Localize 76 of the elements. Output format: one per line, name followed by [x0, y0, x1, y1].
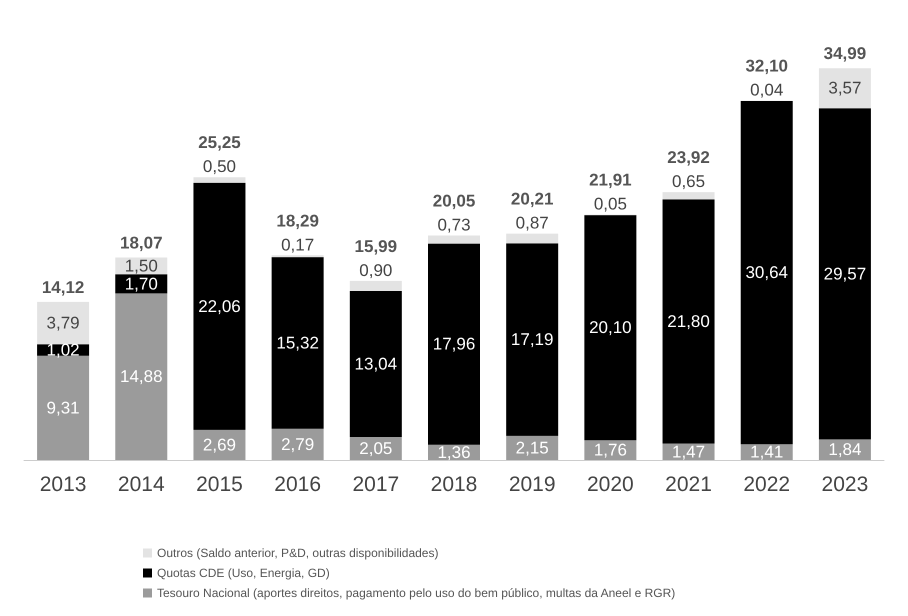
data-label: 13,04	[354, 354, 398, 374]
bar	[193, 177, 246, 183]
bar	[584, 215, 636, 440]
total-label: 15,99	[354, 236, 398, 256]
data-label: 17,19	[510, 330, 554, 350]
x-tick-label: 2014	[118, 473, 165, 496]
data-label: 0,17	[281, 235, 314, 254]
x-tick-label: 2015	[196, 473, 243, 496]
total-label: 20,21	[510, 190, 554, 209]
data-label: 2,79	[281, 434, 314, 454]
x-tick-label: 2020	[587, 473, 634, 496]
bar	[818, 68, 871, 108]
bar	[740, 101, 793, 444]
bar	[193, 182, 246, 430]
bar	[428, 235, 480, 244]
x-tick-label: 2022	[743, 473, 790, 496]
x-tick-label: 2013	[40, 473, 86, 496]
bar	[37, 302, 90, 344]
x-tick-label: 2019	[508, 473, 556, 496]
legend-label: Quotas CDE (Uso, Energia, GD)	[157, 566, 330, 580]
data-label: 1,84	[828, 440, 862, 460]
bar	[350, 290, 402, 438]
bar	[272, 428, 324, 460]
data-label: 0,50	[202, 157, 236, 176]
data-label: 14,88	[120, 367, 163, 386]
bar	[350, 280, 402, 291]
total-label: 23,92	[667, 148, 710, 168]
data-label: 1,41	[750, 442, 784, 462]
x-tick-label: 2017	[352, 473, 400, 496]
data-label: 22,06	[198, 296, 241, 316]
x-tick-label: 2021	[665, 473, 712, 496]
data-label: 15,32	[276, 333, 319, 352]
data-label: 20,10	[589, 318, 632, 338]
data-label: 1,50	[124, 256, 158, 276]
data-label: 0,65	[672, 172, 706, 192]
total-label: 34,99	[824, 44, 866, 64]
bar	[662, 199, 715, 444]
data-label: 0,04	[750, 80, 784, 100]
x-tick-label: 2016	[274, 473, 321, 496]
data-label: 3,57	[828, 78, 862, 98]
total-label: 18,29	[276, 211, 319, 230]
legend-label: Outros (Saldo anterior, P&D, outras disponibilidades)	[157, 546, 438, 560]
data-label: 0,73	[437, 215, 471, 234]
data-label: 0,87	[516, 214, 549, 233]
x-tick-label: 2018	[430, 473, 478, 496]
total-label: 18,07	[120, 234, 163, 253]
x-tick-label: 2023	[822, 473, 868, 496]
legend-label: Tesouro Nacional (aportes direitos, pagamento pelo uso do bem público, multas da Aneel e RGR)	[157, 586, 676, 600]
data-label: 1,47	[672, 442, 706, 462]
data-label: 2,05	[359, 439, 392, 458]
total-label: 20,05	[432, 191, 476, 210]
total-label: 25,25	[198, 133, 241, 152]
data-label: 2,69	[202, 435, 236, 454]
bar	[818, 108, 871, 440]
bar	[115, 293, 168, 460]
data-label: 0,90	[359, 260, 392, 280]
data-label: 1,76	[594, 440, 627, 460]
data-label: 9,31	[46, 398, 80, 418]
data-label: 30,64	[745, 263, 788, 282]
total-label: 32,10	[745, 56, 788, 76]
data-label: 29,57	[824, 264, 866, 284]
data-label: 3,79	[46, 314, 80, 333]
data-label: 2,15	[516, 438, 549, 458]
data-label: 0,05	[594, 194, 627, 214]
total-label: 21,91	[589, 170, 632, 190]
bar	[272, 257, 324, 429]
data-label: 1,70	[124, 274, 158, 294]
data-label: 21,80	[667, 312, 710, 331]
data-label: 1,02	[46, 340, 80, 360]
total-label: 14,12	[42, 278, 84, 297]
data-label: 1,36	[437, 442, 471, 462]
data-label: 17,96	[432, 334, 476, 354]
bar	[428, 244, 480, 445]
bar	[506, 234, 558, 244]
bar	[662, 192, 715, 200]
bar	[506, 243, 558, 436]
